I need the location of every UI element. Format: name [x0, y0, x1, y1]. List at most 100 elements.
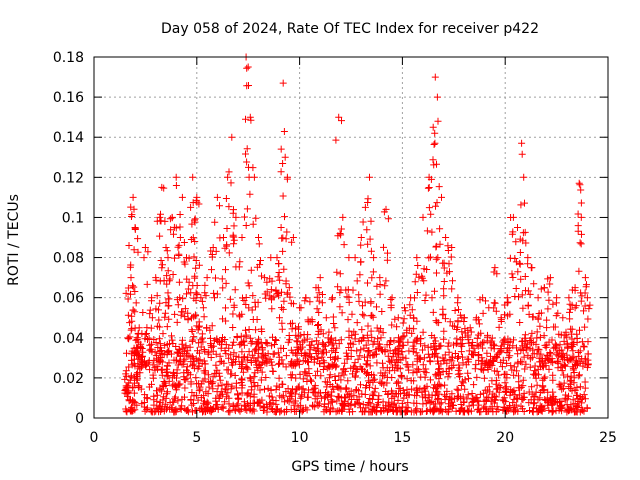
data-point — [127, 290, 134, 298]
data-point — [279, 380, 287, 388]
data-point — [388, 387, 395, 395]
data-point — [316, 274, 324, 282]
data-point — [500, 403, 508, 411]
data-point — [503, 371, 511, 378]
data-point — [165, 315, 173, 323]
data-point — [446, 394, 454, 402]
data-point — [172, 405, 180, 413]
data-point — [305, 370, 313, 377]
data-point — [425, 393, 433, 401]
data-point — [323, 378, 331, 386]
data-point — [431, 139, 439, 147]
data-point — [256, 402, 264, 410]
data-point — [513, 367, 521, 375]
data-point — [521, 365, 529, 373]
data-point — [399, 319, 407, 327]
data-point — [494, 385, 501, 393]
data-point — [282, 352, 290, 360]
data-point — [534, 315, 542, 323]
data-point — [230, 349, 238, 357]
data-point — [256, 261, 264, 269]
data-point — [207, 354, 215, 361]
data-point — [272, 386, 280, 394]
data-point — [278, 356, 286, 364]
data-point — [276, 314, 283, 322]
data-point — [349, 340, 357, 348]
data-point — [263, 408, 271, 416]
data-point — [279, 234, 287, 242]
data-point — [499, 396, 507, 404]
data-point — [366, 173, 373, 181]
data-point — [491, 367, 499, 375]
data-point — [511, 407, 519, 415]
data-point — [163, 323, 171, 331]
data-point — [268, 342, 276, 350]
data-point — [256, 386, 264, 394]
data-point — [297, 345, 305, 353]
data-point — [547, 350, 555, 358]
data-point — [439, 367, 447, 375]
data-point — [250, 173, 258, 181]
data-point — [458, 377, 466, 385]
data-point — [252, 326, 260, 334]
data-point — [153, 397, 161, 405]
data-point — [179, 295, 187, 303]
data-point — [381, 348, 389, 356]
data-point — [545, 406, 553, 414]
data-point — [197, 343, 205, 351]
data-point — [124, 311, 132, 319]
data-point — [400, 394, 408, 402]
data-point — [533, 328, 541, 336]
data-point — [387, 337, 395, 344]
data-point — [543, 324, 551, 332]
data-point — [200, 392, 208, 400]
data-point — [150, 336, 158, 343]
data-point — [518, 150, 526, 158]
data-point — [480, 366, 488, 374]
data-point — [435, 365, 443, 373]
data-point — [435, 183, 443, 191]
data-point — [227, 179, 235, 187]
data-point — [466, 324, 474, 332]
data-point — [234, 391, 242, 399]
data-point — [341, 393, 348, 401]
data-point — [171, 393, 179, 401]
data-point — [355, 291, 363, 299]
data-point — [226, 407, 234, 414]
data-point — [497, 383, 505, 391]
data-point — [124, 295, 132, 303]
data-point — [403, 386, 411, 394]
data-point — [445, 365, 453, 373]
data-point — [391, 315, 399, 323]
data-point — [267, 405, 275, 413]
data-point — [515, 372, 522, 380]
data-point — [540, 284, 548, 292]
data-point — [334, 283, 342, 291]
data-point — [370, 388, 378, 396]
data-point — [412, 349, 420, 357]
data-point — [468, 390, 476, 397]
data-point — [390, 399, 398, 407]
data-point — [291, 408, 299, 415]
data-point — [242, 115, 249, 123]
data-point — [223, 380, 231, 388]
data-point — [224, 366, 232, 374]
ticks-layer: 0 0.02 0.04 0.06 0.08 0.1 0.12 0.14 0.16 0.18 0 5 10… — [53, 50, 617, 446]
data-point — [359, 218, 367, 226]
data-point — [461, 325, 469, 333]
data-point — [320, 359, 328, 367]
data-point — [427, 253, 434, 261]
data-point — [342, 349, 350, 357]
data-point — [353, 319, 361, 327]
data-point — [445, 348, 453, 356]
data-point — [241, 213, 248, 221]
data-point — [327, 335, 335, 343]
data-point — [337, 336, 345, 344]
data-point — [189, 336, 197, 344]
data-point — [537, 403, 545, 411]
data-point — [150, 401, 158, 409]
data-point — [314, 284, 322, 292]
data-point — [528, 383, 536, 391]
data-point — [350, 363, 358, 371]
data-point — [569, 396, 577, 404]
